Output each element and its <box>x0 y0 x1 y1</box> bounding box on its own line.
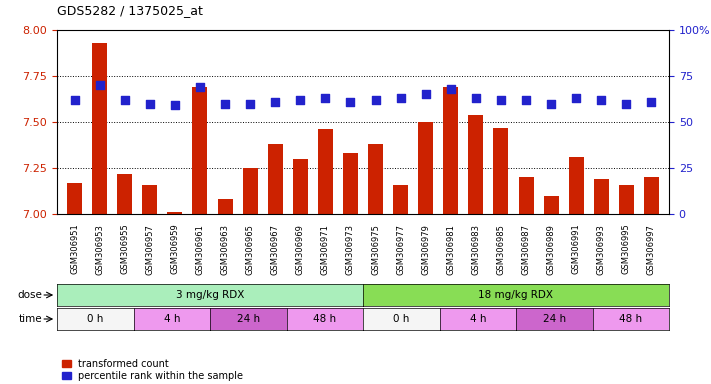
Bar <box>518 177 533 214</box>
Point <box>621 101 632 107</box>
Text: GDS5282 / 1375025_at: GDS5282 / 1375025_at <box>57 4 203 17</box>
Text: dose: dose <box>18 290 43 300</box>
Point <box>269 99 281 105</box>
Bar <box>594 179 609 214</box>
Point <box>119 97 130 103</box>
Point <box>220 101 231 107</box>
Point <box>69 97 80 103</box>
Bar <box>469 115 483 214</box>
Bar <box>167 212 183 214</box>
Bar <box>569 157 584 214</box>
Point <box>94 82 105 88</box>
Text: 24 h: 24 h <box>542 314 566 324</box>
Bar <box>318 129 333 214</box>
Text: 3 mg/kg RDX: 3 mg/kg RDX <box>176 290 244 300</box>
Text: 48 h: 48 h <box>313 314 336 324</box>
Point <box>194 84 205 90</box>
Text: time: time <box>18 314 42 324</box>
Bar <box>142 185 157 214</box>
Bar <box>368 144 383 214</box>
Bar <box>218 199 232 214</box>
Bar <box>242 168 257 214</box>
Bar <box>393 185 408 214</box>
Text: 0 h: 0 h <box>87 314 103 324</box>
Bar <box>67 183 82 214</box>
Point <box>496 97 507 103</box>
Point <box>320 95 331 101</box>
Text: 18 mg/kg RDX: 18 mg/kg RDX <box>479 290 553 300</box>
Point <box>144 101 156 107</box>
Point <box>545 101 557 107</box>
Bar <box>619 185 634 214</box>
Point <box>345 99 356 105</box>
Point <box>294 97 306 103</box>
Point <box>445 86 456 92</box>
Bar <box>293 159 308 214</box>
Point <box>520 97 532 103</box>
Legend: transformed count, percentile rank within the sample: transformed count, percentile rank withi… <box>62 359 243 381</box>
Bar <box>92 43 107 214</box>
Point <box>420 91 432 98</box>
Bar <box>644 177 659 214</box>
Text: 0 h: 0 h <box>393 314 410 324</box>
Text: 24 h: 24 h <box>237 314 260 324</box>
Bar <box>418 122 433 214</box>
Point <box>570 95 582 101</box>
Text: 48 h: 48 h <box>619 314 642 324</box>
Bar <box>343 153 358 214</box>
Point <box>470 95 481 101</box>
Bar <box>117 174 132 214</box>
Bar <box>544 195 559 214</box>
Text: 4 h: 4 h <box>164 314 180 324</box>
Point <box>646 99 657 105</box>
Point <box>596 97 607 103</box>
Bar <box>493 127 508 214</box>
Point <box>245 101 256 107</box>
Bar <box>267 144 283 214</box>
Point <box>370 97 381 103</box>
Point <box>395 95 406 101</box>
Text: 4 h: 4 h <box>469 314 486 324</box>
Point <box>169 103 181 109</box>
Bar <box>443 87 459 214</box>
Bar <box>193 87 208 214</box>
